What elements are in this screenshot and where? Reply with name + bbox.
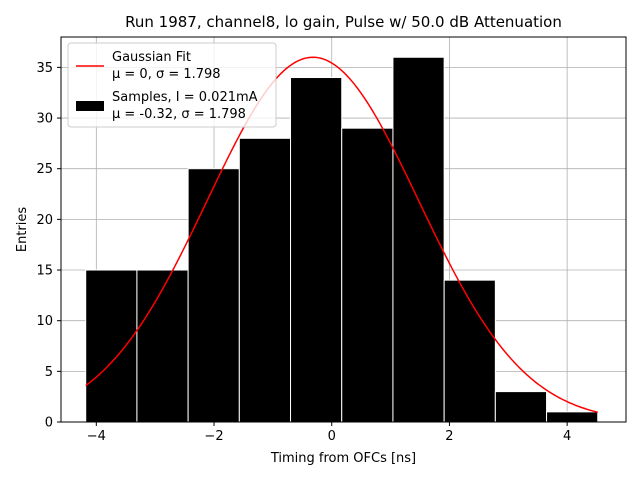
y-axis-label: Entries xyxy=(15,207,30,253)
histogram-bar xyxy=(392,56,445,423)
x-axis-label: Timing from OFCs [ns] xyxy=(270,451,416,466)
histogram-bar xyxy=(494,391,548,423)
x-tick-label: −4 xyxy=(87,429,106,444)
x-tick-label: 4 xyxy=(563,429,571,444)
y-tick-label: 20 xyxy=(36,213,53,228)
legend-label: Samples, I = 0.021mA xyxy=(112,90,258,105)
legend-label: μ = 0, σ = 1.798 xyxy=(112,67,221,82)
y-tick-label: 15 xyxy=(36,264,53,279)
plot-frame xyxy=(60,36,627,423)
legend-label: Gaussian Fit xyxy=(112,50,191,65)
x-tick-label: 0 xyxy=(328,429,336,444)
curve-layer xyxy=(85,56,598,413)
ticks-layer: −4 −2 0 2 4 0 5 10 15 20 25 30 35 xyxy=(36,61,571,444)
chart-title: Run 1987, channel8, lo gain, Pulse w/ 50… xyxy=(125,13,562,31)
bars-layer xyxy=(85,56,599,423)
legend: Gaussian Fit μ = 0, σ = 1.798 Samples, I =… xyxy=(67,42,277,128)
histogram-bar xyxy=(136,269,189,423)
histogram-bar xyxy=(85,269,138,423)
histogram-bar xyxy=(546,411,599,423)
y-tick-label: 5 xyxy=(45,365,53,380)
histogram-bar xyxy=(290,77,343,423)
x-tick-label: −2 xyxy=(204,429,223,444)
y-tick-label: 0 xyxy=(45,416,53,431)
gaussian-fit-curve xyxy=(85,56,598,413)
y-tick-label: 10 xyxy=(36,314,53,329)
y-tick-label: 25 xyxy=(36,162,53,177)
legend-box xyxy=(67,42,277,128)
y-tick-label: 30 xyxy=(36,112,53,127)
histogram-bar xyxy=(341,127,394,423)
y-tick-label: 35 xyxy=(36,61,53,76)
legend-box-marker xyxy=(76,101,104,111)
legend-label: μ = -0.32, σ = 1.798 xyxy=(112,107,246,122)
histogram-bar xyxy=(238,137,292,423)
histogram-bar xyxy=(187,168,240,423)
x-tick-label: 2 xyxy=(445,429,453,444)
